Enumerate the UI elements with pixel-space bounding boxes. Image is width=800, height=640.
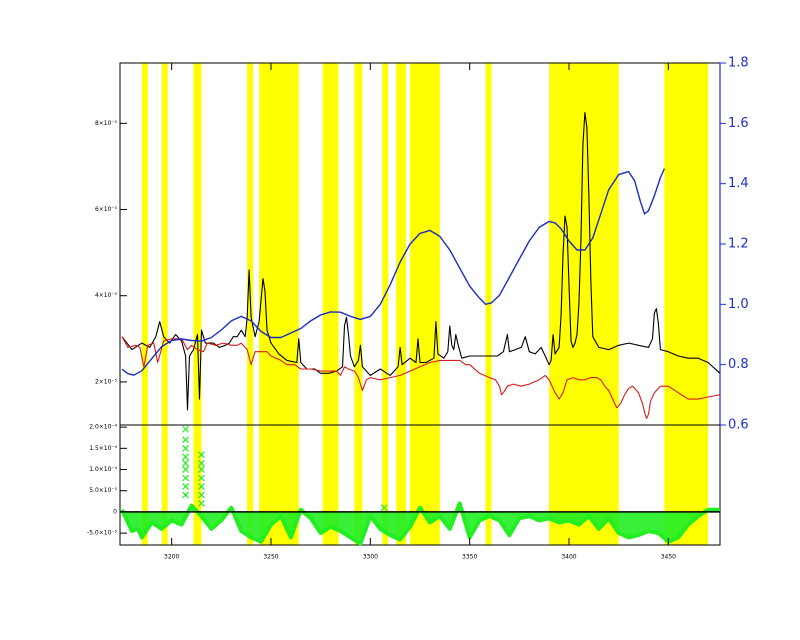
y-right-tick-label: 1.6 [728,116,749,131]
y-right-tick-label: 1.4 [728,176,749,191]
y-bottom-tick-label: 2.0×10⁻⁴ [89,424,117,431]
x-tick-label: 3250 [263,554,278,561]
residual-marker [182,444,189,452]
highlight-band [396,63,407,425]
highlight-band [161,425,168,545]
x-tick-label: 3450 [661,554,676,561]
y-bottom-tick-label: 0 [113,508,117,515]
residual-marker [182,466,189,473]
residual-marker [182,474,189,482]
highlight-band [141,425,148,545]
highlight-band [354,425,363,545]
residual-line [120,501,720,546]
y-bottom-tick-label: 1.5×10⁻⁴ [89,445,117,452]
highlight-band [247,63,254,425]
y-right-tick-label: 1.8 [728,56,749,71]
highlight-band [382,63,389,425]
left-axis-ticks-bottom: -5.0×10⁻⁵ 0 5.0×10⁻⁵ 1.0×10⁻⁴ 1.5×10⁻⁴ 2.0×10… [87,424,127,537]
highlight-band [193,63,202,425]
highlight-band [549,63,619,425]
x-tick-label: 3350 [462,554,477,561]
y-right-tick-label: 1.2 [728,237,749,252]
bottom-panel-frame [119,424,721,546]
highlight-band [664,63,709,425]
highlight-band [141,63,148,425]
y-right-tick-label: 1.0 [728,297,749,312]
series-line-1 [121,336,721,420]
y-bottom-tick-label: 5.0×10⁻⁵ [89,487,117,494]
y-left-tick-label: 8×10⁻⁵ [95,120,118,127]
residual-marker [182,491,189,499]
highlight-band [485,63,492,425]
y-left-tick-label: 2×10⁻⁵ [95,378,118,385]
highlight-band [354,63,363,425]
highlight-band [410,425,440,545]
top-panel-series [121,112,721,420]
x-tick-label: 3400 [561,554,576,561]
highlight-bands-bottom [141,425,709,545]
series-line-2 [121,168,666,376]
residual-marker [182,453,189,461]
highlight-band [322,63,339,425]
highlight-band [549,425,619,545]
right-axis-ticks: 0.6 0.8 1.0 1.2 1.4 1.6 1.8 [720,56,749,433]
y-right-tick-label: 0.6 [728,418,749,433]
x-tick-label: 3300 [363,554,378,561]
y-bottom-tick-label: -5.0×10⁻⁵ [87,530,118,537]
residual-marker [198,491,205,499]
residual-marker [198,500,205,507]
y-bottom-tick-label: 1.0×10⁻⁴ [89,466,117,473]
highlight-bands-top [141,63,709,425]
highlight-band [161,63,168,425]
highlight-band [396,425,407,545]
residual-marker [380,504,388,512]
highlight-band [193,425,202,545]
residual-marker [182,436,189,444]
bottom-panel-series [120,425,720,546]
residual-marker [198,474,205,482]
highlight-band [247,425,254,545]
series-line-0 [121,112,721,411]
residual-marker [182,459,189,467]
residual-marker [182,425,189,433]
y-left-tick-label: 6×10⁻⁵ [95,206,118,213]
highlight-band [259,63,299,425]
left-axis-ticks-top: 2×10⁻⁵ 4×10⁻⁵ 6×10⁻⁵ 8×10⁻⁵ [95,120,127,385]
residual-marker [198,466,205,473]
bottom-panel-border [119,424,721,546]
highlight-band [382,425,389,545]
highlight-band [485,425,492,545]
y-left-tick-label: 4×10⁻⁵ [95,292,118,299]
residual-marker [198,483,205,490]
y-right-tick-label: 0.8 [728,357,749,372]
highlight-band [410,63,440,425]
residual-marker [182,483,189,490]
residual-marker [198,451,205,459]
x-tick-label: 3200 [164,554,179,561]
residual-marker [198,459,205,467]
residual-area [122,503,720,544]
x-axis-ticks: 3200 3250 3300 3350 3400 3450 [164,63,676,561]
